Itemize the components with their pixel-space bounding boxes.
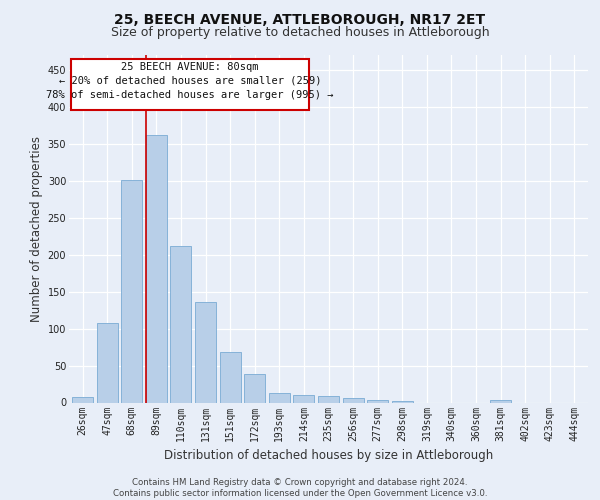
Text: Size of property relative to detached houses in Attleborough: Size of property relative to detached ho… bbox=[110, 26, 490, 39]
Bar bbox=[318, 396, 339, 402]
Bar bbox=[71, 58, 309, 110]
Bar bbox=[269, 393, 290, 402]
Bar bbox=[97, 322, 118, 402]
Y-axis label: Number of detached properties: Number of detached properties bbox=[31, 136, 43, 322]
Bar bbox=[220, 352, 241, 403]
Text: 25, BEECH AVENUE, ATTLEBOROUGH, NR17 2ET: 25, BEECH AVENUE, ATTLEBOROUGH, NR17 2ET bbox=[115, 12, 485, 26]
Bar bbox=[170, 246, 191, 402]
Bar bbox=[343, 398, 364, 402]
Text: Contains HM Land Registry data © Crown copyright and database right 2024.
Contai: Contains HM Land Registry data © Crown c… bbox=[113, 478, 487, 498]
Bar bbox=[244, 374, 265, 402]
Bar bbox=[293, 395, 314, 402]
Bar bbox=[195, 302, 216, 402]
Text: 25 BEECH AVENUE: 80sqm
← 20% of detached houses are smaller (259)
78% of semi-de: 25 BEECH AVENUE: 80sqm ← 20% of detached… bbox=[46, 62, 334, 100]
Bar bbox=[367, 400, 388, 402]
Bar bbox=[392, 401, 413, 402]
Bar bbox=[146, 135, 167, 402]
Bar bbox=[490, 400, 511, 402]
Bar bbox=[72, 396, 93, 402]
X-axis label: Distribution of detached houses by size in Attleborough: Distribution of detached houses by size … bbox=[164, 449, 493, 462]
Bar bbox=[121, 180, 142, 402]
